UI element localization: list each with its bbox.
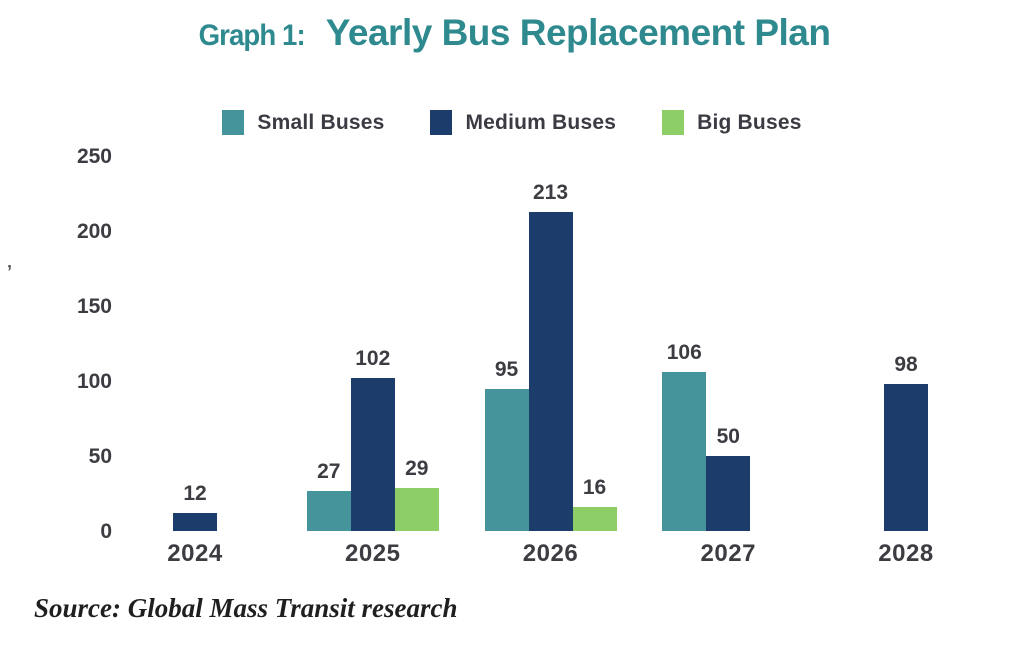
y-tick-label-100: 100 (76, 370, 112, 393)
source-note: Source: Global Mass Transit research (34, 593, 458, 623)
y-tick-label-150: 150 (76, 295, 112, 318)
y-tick-label-250: 250 (76, 145, 112, 168)
value-label-big-2026: 16 (582, 476, 607, 499)
bar-small-2026 (484, 388, 529, 531)
legend: Small Buses Medium Buses Big Buses (0, 110, 1024, 135)
legend-item-medium-buses: Medium Buses (430, 110, 616, 135)
legend-swatch-small-buses-icon (222, 110, 245, 135)
legend-item-big-buses: Big Buses (662, 110, 802, 135)
bar-big-2026 (572, 507, 617, 531)
x-axis-label-2026: 2026 (522, 540, 579, 567)
legend-label-big-buses: Big Buses (697, 110, 802, 134)
value-label-medium-2026: 213 (532, 180, 569, 204)
value-label-medium-2025: 102 (355, 347, 391, 370)
legend-swatch-big-buses-icon (662, 110, 685, 135)
bar-medium-2024 (173, 513, 217, 531)
value-label-small-2025: 27 (317, 459, 341, 483)
bar-small-2027 (662, 372, 707, 531)
bar-medium-2025 (350, 378, 395, 531)
legend-item-small-buses: Small Buses (222, 110, 384, 135)
legend-label-medium-buses: Medium Buses (465, 110, 617, 134)
legend-label-small-buses: Small Buses (257, 110, 385, 134)
y-tick-label-50: 50 (88, 445, 112, 468)
stray-mark: ’ (7, 262, 13, 282)
x-axis-label-2027: 2027 (700, 540, 756, 567)
bar-medium-2027 (706, 456, 751, 531)
chart-title-prefix: Graph 1: (198, 19, 305, 52)
value-label-big-2025: 29 (405, 456, 429, 480)
y-tick-label-0: 0 (100, 520, 112, 543)
value-label-medium-2027: 50 (716, 425, 740, 448)
value-label-medium-2028: 98 (894, 353, 918, 376)
bar-big-2025 (394, 487, 439, 531)
bar-medium-2028 (884, 384, 928, 531)
chart-title: Graph 1: Yearly Bus Replacement Plan (0, 12, 1024, 54)
chart-title-main: Yearly Bus Replacement Plan (325, 12, 831, 53)
value-label-medium-2024: 12 (183, 482, 207, 505)
x-axis-label-2025: 2025 (345, 540, 401, 567)
x-axis-label-2024: 2024 (167, 540, 223, 567)
y-tick-label-200: 200 (76, 220, 112, 243)
legend-swatch-medium-buses-icon (430, 110, 453, 135)
value-label-small-2027: 106 (666, 341, 702, 364)
value-label-small-2026: 95 (494, 357, 519, 381)
x-axis-label-2028: 2028 (878, 540, 934, 567)
bar-small-2025 (306, 490, 351, 531)
bar-medium-2026 (528, 211, 573, 531)
